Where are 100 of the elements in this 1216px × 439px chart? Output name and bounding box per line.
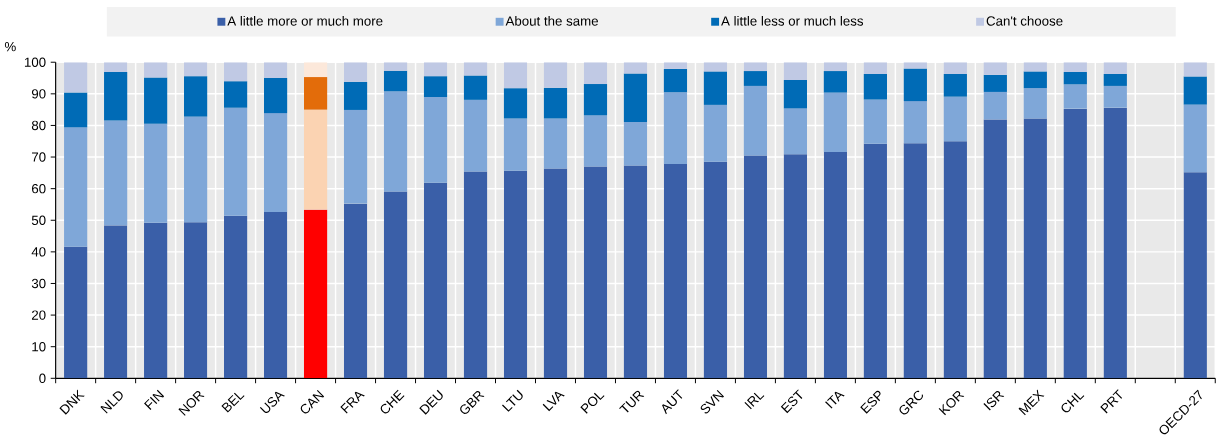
- bar: [623, 62, 648, 74]
- y-tick-label: 30: [31, 278, 46, 289]
- bar: [863, 99, 887, 144]
- bar: [863, 73, 887, 100]
- bar: [583, 166, 608, 379]
- bar: [184, 62, 208, 76]
- y-tick-label: 60: [32, 183, 46, 194]
- x-tick-label: TUR: [619, 390, 645, 413]
- bar: [623, 165, 648, 379]
- bar: [943, 73, 967, 97]
- bar: [943, 141, 967, 379]
- bar: [104, 71, 128, 121]
- bar: [783, 154, 807, 379]
- bar: [263, 112, 288, 212]
- y-tick-label: 80: [31, 120, 46, 131]
- bar: [823, 92, 847, 152]
- bar: [1103, 85, 1127, 108]
- bar: [863, 143, 887, 379]
- bar: [903, 100, 927, 144]
- bar: [703, 71, 728, 105]
- x-tick-label: FIN: [144, 389, 165, 410]
- bar: [1063, 84, 1087, 109]
- bar: [263, 62, 288, 78]
- y-tick-label: 20: [31, 310, 46, 320]
- bar: [423, 62, 448, 76]
- y-tick-label: 90: [31, 89, 46, 99]
- x-tick-label: LTU: [502, 389, 523, 412]
- bar: [1023, 88, 1047, 119]
- bar: [423, 96, 448, 183]
- bar: [263, 77, 288, 113]
- y-tick-label: 100: [24, 57, 46, 67]
- bar: [583, 83, 608, 116]
- bar: [463, 75, 488, 100]
- bar: [1063, 108, 1087, 379]
- bar: [463, 171, 488, 379]
- bar: [64, 127, 88, 247]
- bar: [903, 143, 927, 379]
- bar: [983, 119, 1007, 379]
- bar: [663, 62, 688, 69]
- bar: [943, 96, 967, 142]
- legend-label: A little more or much more: [227, 15, 383, 26]
- bar: [1023, 71, 1047, 89]
- y-tick-label: 0: [39, 373, 46, 383]
- bar: [783, 62, 807, 80]
- bar: [303, 209, 328, 379]
- bar: [104, 225, 128, 379]
- x-tick-label: ISR: [983, 390, 1005, 411]
- bar: [543, 87, 568, 119]
- bar: [1183, 104, 1207, 173]
- x-tick-label: IRL: [744, 392, 765, 410]
- bar: [423, 76, 448, 97]
- bar: [184, 76, 208, 117]
- y-tick-label: 70: [32, 152, 46, 162]
- y-tick-label: 10: [32, 341, 46, 352]
- bar: [383, 191, 408, 379]
- bar: [543, 168, 568, 379]
- bar: [943, 62, 967, 74]
- bar: [383, 91, 408, 192]
- bar: [543, 62, 568, 88]
- bar: [224, 107, 248, 216]
- bar: [503, 118, 528, 171]
- bar: [623, 73, 648, 122]
- bar: [343, 109, 368, 204]
- x-tick-label: POL: [580, 392, 605, 414]
- bar: [823, 62, 847, 71]
- bar: [64, 62, 88, 93]
- x-tick-label: BEL: [221, 392, 245, 413]
- bar: [663, 92, 688, 164]
- bar: [743, 85, 768, 156]
- x-tick-label: FRA: [340, 391, 365, 414]
- bar: [983, 62, 1007, 75]
- bar: [743, 155, 768, 379]
- bar: [703, 161, 728, 379]
- bar: [144, 62, 168, 78]
- bar: [623, 121, 648, 166]
- bar: [823, 151, 847, 379]
- bar: [144, 77, 168, 124]
- bar: [224, 81, 248, 108]
- bar: [224, 62, 248, 82]
- bar: [983, 74, 1007, 92]
- bar: [104, 62, 128, 72]
- bar: [583, 62, 608, 84]
- bar: [503, 88, 528, 119]
- bar: [583, 115, 608, 167]
- bar: [184, 222, 208, 379]
- bar: [463, 99, 488, 172]
- bar: [1183, 62, 1207, 77]
- bar: [303, 62, 328, 77]
- legend-label: Can't choose: [986, 15, 1063, 26]
- bar: [343, 203, 368, 379]
- bar: [783, 79, 807, 109]
- bar: [743, 62, 768, 71]
- y-tick-label: 40: [31, 247, 46, 257]
- bar: [104, 120, 128, 226]
- bar: [1103, 107, 1127, 379]
- bar: [224, 215, 248, 379]
- bar: [503, 170, 528, 379]
- bar: [303, 109, 328, 210]
- bar: [423, 182, 448, 379]
- bar: [64, 92, 88, 128]
